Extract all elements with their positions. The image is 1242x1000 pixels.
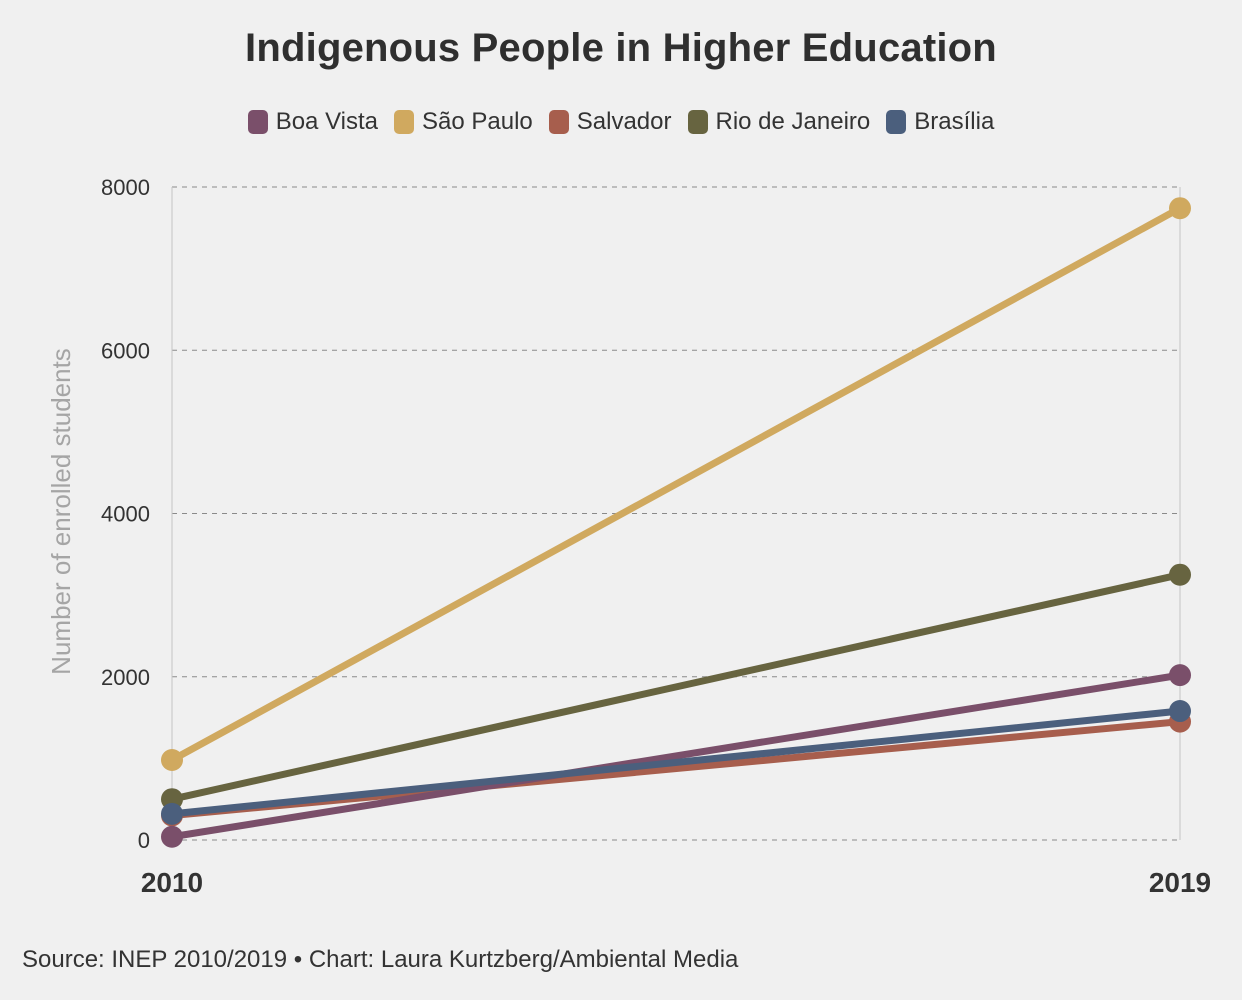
legend-swatch [687, 110, 708, 134]
chart-title: Indigenous People in Higher Education [245, 26, 997, 70]
data-point-brasilia-2010 [161, 802, 183, 825]
legend-item-rio-de-janeiro: Rio de Janeiro [687, 108, 871, 136]
x-tick-label: 2010 [141, 867, 203, 898]
legend-item-brasilia: Brasília [886, 108, 994, 136]
data-point-sao-paulo-2010 [161, 749, 183, 772]
series-line-brasilia [168, 707, 1184, 818]
legend-swatch [886, 110, 907, 134]
legend-swatch [548, 110, 569, 134]
x-tick-label: 2019 [1149, 867, 1211, 898]
legend-swatch [247, 110, 268, 134]
y-tick-label: 8000 [101, 175, 150, 200]
legend: Boa Vista São Paulo Salvador Rio de Janeiro… [0, 108, 1242, 136]
legend-label: Rio de Janeiro [715, 108, 871, 135]
y-tick-label: 0 [138, 828, 150, 853]
data-point-rio-de-janeiro-2019 [1169, 563, 1191, 586]
y-tick-label: 6000 [101, 338, 150, 363]
data-point-sao-paulo-2019 [1169, 197, 1191, 220]
legend-swatch [394, 110, 414, 134]
y-axis-title: Number of enrolled students [46, 348, 76, 675]
legend-label: Brasília [914, 108, 995, 135]
series-line-sao-paulo [168, 204, 1184, 764]
legend-label: São Paulo [422, 108, 533, 135]
legend-item-salvador: Salvador [548, 108, 672, 136]
source-credit: Source: INEP 2010/2019 • Chart: Laura Ku… [22, 946, 739, 973]
series-line-rio-de-janeiro [168, 571, 1184, 803]
y-tick-label: 2000 [101, 665, 150, 690]
data-point-boa-vista-2010 [161, 825, 183, 848]
legend-label: Boa Vista [275, 108, 378, 135]
legend-item-boa-vista: Boa Vista [247, 108, 378, 136]
series-line-boa-vista [168, 671, 1184, 841]
legend-label: Salvador [576, 108, 672, 135]
data-point-brasilia-2019 [1169, 700, 1191, 723]
y-tick-label: 4000 [101, 502, 150, 527]
data-point-boa-vista-2019 [1169, 664, 1191, 687]
legend-item-sao-paulo: São Paulo [394, 108, 533, 136]
